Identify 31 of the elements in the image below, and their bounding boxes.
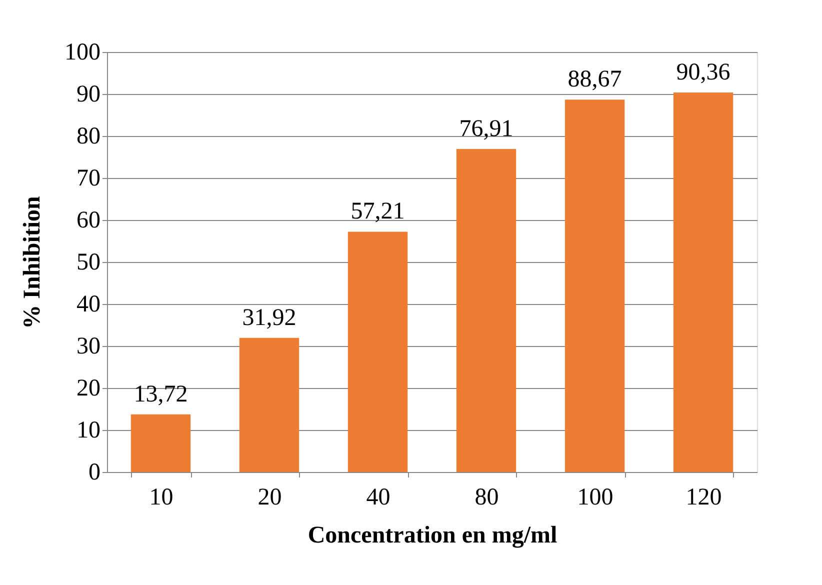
x-axis-title: Concentration en mg/ml bbox=[308, 522, 558, 548]
y-tick-label: 100 bbox=[64, 40, 100, 66]
x-tick-label: 10 bbox=[149, 484, 174, 510]
bar bbox=[348, 232, 408, 472]
y-tick-label: 0 bbox=[88, 460, 100, 486]
y-tick-label: 50 bbox=[76, 250, 100, 276]
bar bbox=[564, 100, 625, 472]
y-tick-label: 20 bbox=[76, 376, 100, 402]
data-label: 31,92 bbox=[242, 304, 296, 331]
y-tick-label: 60 bbox=[76, 208, 100, 234]
data-label: 90,36 bbox=[676, 59, 730, 86]
bar bbox=[456, 148, 516, 472]
x-tick-label: 120 bbox=[686, 484, 722, 510]
x-tick-label: 100 bbox=[577, 484, 614, 510]
x-tick-label: 80 bbox=[474, 484, 499, 510]
data-label: 13,72 bbox=[134, 381, 188, 408]
data-label: 88,67 bbox=[568, 66, 622, 93]
y-tick-label: 30 bbox=[76, 334, 100, 360]
data-label: 57,21 bbox=[350, 198, 405, 225]
x-tick-label: 20 bbox=[258, 484, 282, 510]
y-axis-title: % Inhibition bbox=[20, 196, 46, 329]
y-tick-label: 40 bbox=[76, 292, 100, 318]
y-tick-label: 90 bbox=[76, 82, 100, 108]
bar bbox=[239, 338, 300, 472]
data-label: 76,91 bbox=[459, 116, 514, 142]
bar bbox=[673, 92, 734, 472]
x-tick-label: 40 bbox=[366, 484, 390, 510]
y-tick-label: 70 bbox=[76, 166, 100, 192]
y-tick-label: 80 bbox=[76, 124, 100, 150]
y-tick-label: 10 bbox=[76, 418, 100, 444]
bar bbox=[130, 414, 191, 472]
